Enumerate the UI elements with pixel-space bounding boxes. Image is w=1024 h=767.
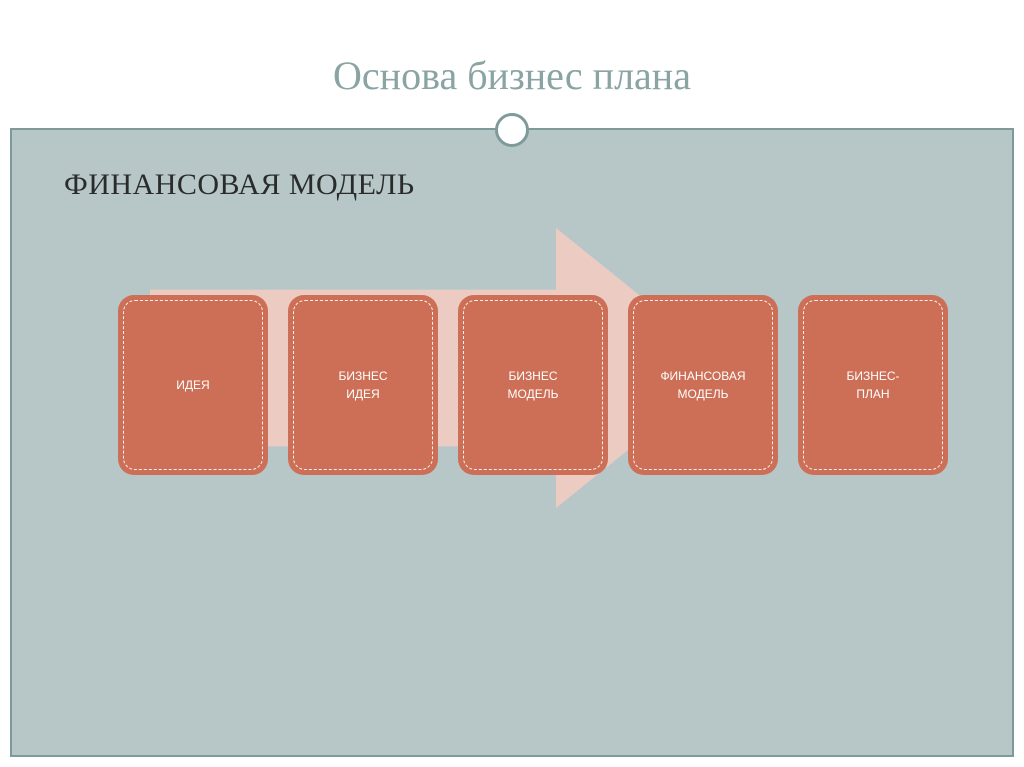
slide: Основа бизнес плана ФИНАНСОВАЯ МОДЕЛЬ ИД… <box>0 0 1024 767</box>
process-step: ФИНАНСОВАЯ МОДЕЛЬ <box>628 295 778 475</box>
process-step: БИЗНЕС- ПЛАН <box>798 295 948 475</box>
divider-circle-icon <box>495 113 529 147</box>
slide-subtitle: ФИНАНСОВАЯ МОДЕЛЬ <box>64 168 415 202</box>
process-step: ИДЕЯ <box>118 295 268 475</box>
process-step-label: БИЗНЕС ИДЕЯ <box>338 367 387 403</box>
process-step: БИЗНЕС ИДЕЯ <box>288 295 438 475</box>
process-boxes: ИДЕЯ БИЗНЕС ИДЕЯ БИЗНЕС МОДЕЛЬ ФИНАНСОВА… <box>118 295 984 475</box>
process-step: БИЗНЕС МОДЕЛЬ <box>458 295 608 475</box>
process-step-label: ИДЕЯ <box>176 376 209 394</box>
process-step-label: ФИНАНСОВАЯ МОДЕЛЬ <box>660 367 745 403</box>
slide-title: Основа бизнес плана <box>0 52 1024 99</box>
process-step-label: БИЗНЕС МОДЕЛЬ <box>508 367 559 403</box>
process-step-label: БИЗНЕС- ПЛАН <box>846 367 899 403</box>
